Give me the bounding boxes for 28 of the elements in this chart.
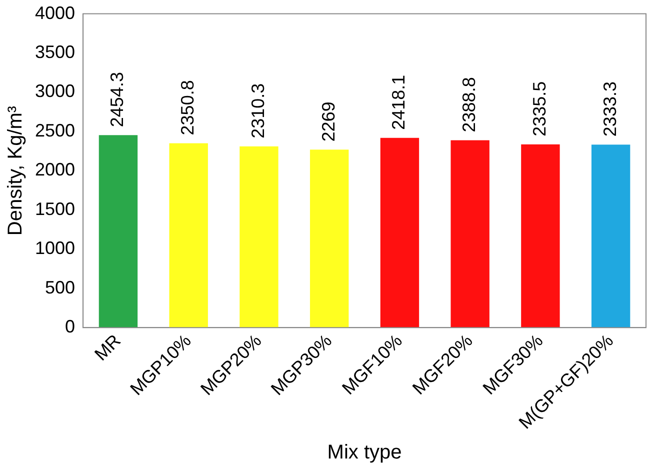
data-label: 2335.5	[529, 81, 550, 136]
y-tick-label: 1000	[34, 238, 76, 258]
y-tick-label: 2000	[34, 160, 76, 180]
y-tick-label: 1500	[34, 198, 76, 219]
bar	[591, 144, 630, 328]
y-axis-title: Density, Kg/m³	[4, 106, 27, 236]
y-tick-label: 2500	[34, 120, 76, 140]
data-label: 2333.3	[600, 82, 620, 137]
data-label: 2388.8	[459, 77, 480, 132]
bar	[310, 150, 349, 328]
bar	[98, 135, 138, 328]
data-label: 2269	[318, 102, 338, 142]
data-label: 2310.3	[248, 83, 268, 138]
data-label: 2350.8	[178, 80, 198, 136]
data-label: 2454.3	[107, 72, 128, 128]
bar	[380, 138, 420, 328]
x-tick-label: MR	[90, 330, 125, 364]
y-tick-label: 3500	[34, 42, 76, 62]
y-tick-label: 0	[65, 316, 76, 337]
bar	[521, 144, 560, 328]
y-tick-label: 500	[44, 277, 76, 298]
y-tick-label: 4000	[34, 2, 76, 23]
y-tick-label: 3000	[34, 81, 76, 102]
x-axis-title: Mix type	[327, 442, 402, 464]
data-label: 2418.1	[388, 74, 409, 130]
bar	[169, 143, 208, 328]
bar	[240, 146, 278, 328]
bar	[450, 140, 490, 328]
